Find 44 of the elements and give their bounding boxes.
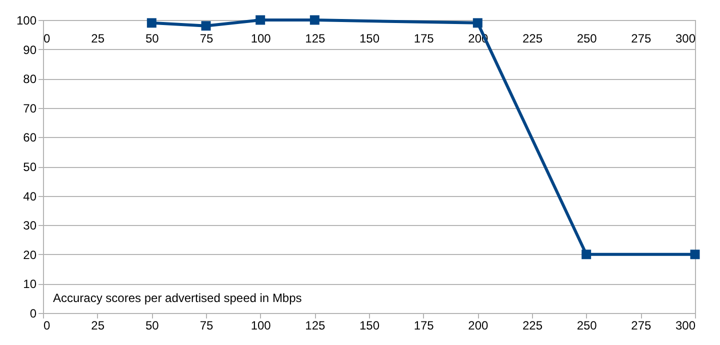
- annotation: Accuracy scores per advertised speed in Mbps: [53, 291, 302, 305]
- x2-tick-label: 225: [522, 32, 543, 46]
- x-tick-label: 275: [631, 318, 652, 332]
- y-tick-label: 90: [23, 42, 37, 57]
- y-tick-label: 100: [16, 14, 37, 28]
- x2-tick-label: 75: [200, 32, 214, 46]
- x-tick-label: 0: [44, 318, 50, 332]
- x2-tick-label: 100: [250, 32, 272, 46]
- x-tick-label: 200: [468, 318, 488, 332]
- point: [582, 250, 592, 260]
- y-tick-label: 40: [23, 189, 37, 204]
- x-tick-label: 175: [414, 318, 434, 332]
- point: [201, 21, 211, 31]
- x-tick-label: 50: [145, 318, 160, 332]
- y-tick-label: 0: [30, 306, 37, 320]
- x2-tick-label: 300: [675, 32, 696, 46]
- point: [256, 15, 266, 25]
- y-tick-label: 20: [23, 248, 37, 262]
- y-tick-label: 50: [23, 160, 37, 174]
- point: [690, 250, 700, 260]
- x-tick-label: 25: [91, 318, 105, 332]
- x2-tick-label: 250: [576, 32, 598, 46]
- x-tick-label: 250: [576, 318, 598, 332]
- x-tick-label: 300: [675, 318, 696, 332]
- x-tick-label: 125: [305, 318, 326, 332]
- y-tick-label: 80: [23, 72, 37, 86]
- x2-tick-label: 50: [145, 32, 160, 46]
- x2-tick-label: 125: [305, 32, 326, 46]
- point: [310, 15, 320, 25]
- x2-tick-label: 0: [44, 32, 50, 46]
- point: [146, 18, 156, 28]
- x2-tick-label: 150: [359, 32, 380, 46]
- y-tick-label: 10: [23, 277, 37, 292]
- x-tick-label: 100: [250, 318, 272, 332]
- point: [472, 18, 482, 28]
- y-tick-label: 70: [23, 101, 37, 116]
- x2-tick-label: 275: [631, 32, 652, 46]
- y-tick-label: 30: [23, 218, 37, 233]
- y-tick-label: 60: [23, 130, 37, 145]
- x-tick-label: 225: [522, 318, 543, 332]
- x2-tick-label: 25: [91, 32, 105, 46]
- x-tick-label: 75: [200, 318, 214, 332]
- x2-tick-label: 175: [414, 32, 434, 46]
- x-tick-label: 150: [359, 318, 380, 332]
